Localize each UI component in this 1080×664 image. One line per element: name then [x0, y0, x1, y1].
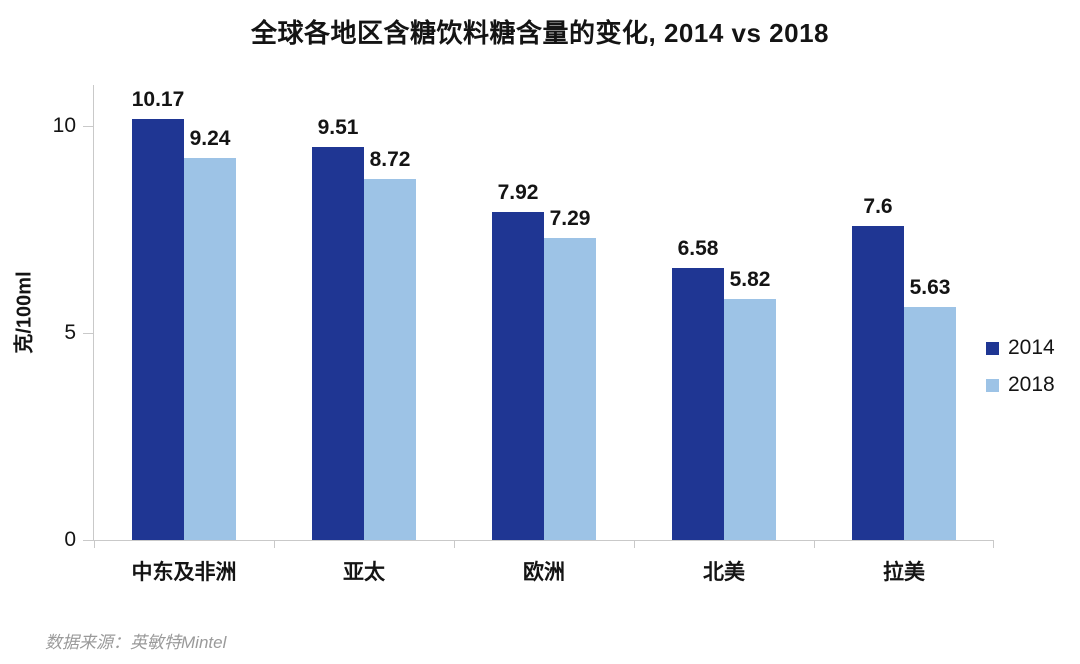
bar-value-label-2014: 6.58 — [677, 237, 719, 260]
legend-label-2018: 2018 — [1008, 373, 1055, 396]
plot-area: 0 5 10 10.17 9.24 中东及非洲 9.51 8.72 亚太 7.92 7.29 欧洲 6.… — [53, 85, 994, 584]
bar-2018 — [364, 179, 416, 540]
y-axis-tick-label: 10 — [52, 114, 76, 138]
y-axis-tick-label: 5 — [64, 321, 76, 345]
chart-title: 全球各地区含糖饮料糖含量的变化, 2014 vs 2018 — [251, 18, 829, 48]
legend-item-2018: 2018 — [986, 373, 1055, 397]
y-axis-tick — [83, 332, 94, 334]
legend-item-2014: 2014 — [986, 336, 1055, 360]
y-axis-tick — [83, 539, 94, 541]
y-axis-tick-label: 0 — [64, 528, 76, 551]
x-axis-tick — [274, 540, 275, 548]
bar-value-label-2014: 7.6 — [863, 195, 893, 218]
bar-value-label-2018: 5.82 — [729, 268, 771, 291]
x-axis-category-label: 亚太 — [343, 561, 385, 584]
bar-value-label-2014: 7.92 — [497, 181, 539, 204]
bar-2014 — [672, 268, 724, 540]
x-axis-tick — [94, 540, 95, 548]
bar-value-label-2014: 9.51 — [317, 116, 359, 139]
bar-value-label-2018: 8.72 — [369, 148, 411, 171]
bar-2014 — [132, 119, 184, 540]
bar-2014 — [312, 147, 364, 540]
x-axis-tick — [454, 540, 455, 548]
bar-value-label-2018: 5.63 — [909, 276, 951, 299]
legend-swatch-2014 — [986, 341, 999, 355]
y-axis-title-box: 克/100ml — [4, 85, 40, 540]
legend-swatch-2018 — [986, 378, 999, 392]
legend: 2014 2018 — [986, 336, 1055, 410]
bar-value-label-2018: 7.29 — [549, 207, 591, 230]
bar-2018 — [724, 299, 776, 540]
x-axis-category-label: 北美 — [703, 561, 745, 584]
bar-2018 — [904, 307, 956, 540]
x-axis-tick — [993, 540, 994, 548]
source-note: 数据来源：英敏特Mintel — [45, 633, 227, 652]
bar-2014 — [852, 226, 904, 540]
bar-value-label-2014: 10.17 — [131, 88, 185, 111]
bar-value-label-2018: 9.24 — [189, 127, 231, 150]
x-axis-category-label: 拉美 — [883, 561, 925, 584]
legend-label-2014: 2014 — [1008, 336, 1055, 359]
bar-2018 — [184, 158, 236, 540]
bar-2014 — [492, 212, 544, 540]
x-axis-tick — [814, 540, 815, 548]
y-axis-tick — [83, 125, 94, 127]
x-axis-tick — [634, 540, 635, 548]
x-axis-category-label: 中东及非洲 — [131, 561, 237, 584]
x-axis-category-label: 欧洲 — [523, 561, 565, 584]
bar-2018 — [544, 238, 596, 540]
